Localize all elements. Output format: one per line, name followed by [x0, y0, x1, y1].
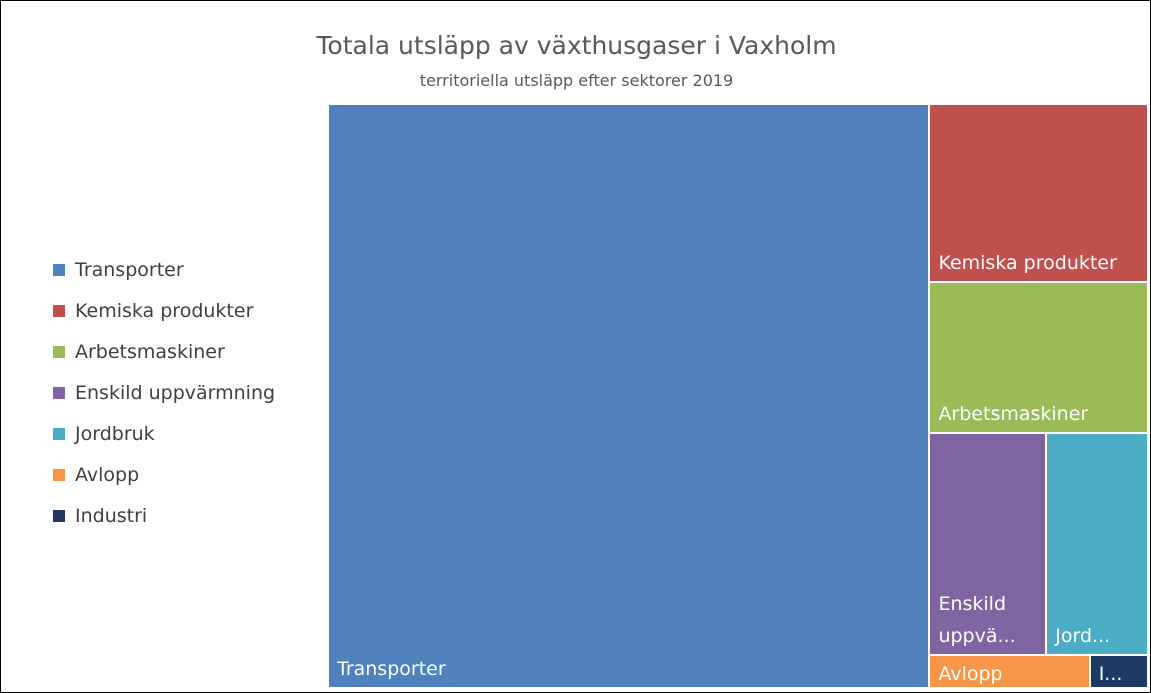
- legend-swatch: [53, 428, 65, 440]
- tile: Arbetsmaskiner: [930, 282, 1147, 433]
- chart-title: Totala utsläpp av växthusgaser i Vaxholm: [316, 31, 837, 60]
- tile: Jord...: [1047, 434, 1147, 655]
- legend-swatch: [53, 469, 65, 481]
- tile-label: Enskild uppvä...: [938, 593, 1016, 648]
- tile: Enskild uppvä...: [930, 434, 1046, 655]
- chart-subtitle: territoriella utsläpp efter sektorer 201…: [419, 71, 734, 90]
- legend-label: Arbetsmaskiner: [75, 341, 225, 363]
- tile-label: Transporter: [337, 658, 446, 680]
- legend-item: Avlopp: [53, 464, 139, 486]
- legend-swatch: [53, 305, 65, 317]
- tile-label: Kemiska produkter: [938, 251, 1117, 274]
- tile-label: Avlopp: [938, 662, 1003, 685]
- legend-label: Industri: [75, 505, 148, 527]
- legend-item: Industri: [53, 505, 147, 527]
- tile-label: Jord...: [1055, 625, 1111, 648]
- legend-swatch: [53, 346, 65, 358]
- legend-swatch: [53, 264, 65, 276]
- legend-item: Arbetsmaskiner: [53, 341, 225, 363]
- legend-label: Kemiska produkter: [75, 300, 254, 322]
- tile-label: Arbetsmaskiner: [938, 403, 1089, 426]
- legend-item: Kemiska produkter: [53, 300, 253, 322]
- legend-swatch: [53, 387, 65, 399]
- legend-swatch: [53, 510, 65, 522]
- legend-label: Enskild uppvärmning: [75, 382, 276, 404]
- tile: Transporter: [329, 105, 929, 687]
- legend-label: Transporter: [75, 259, 184, 281]
- legend-label: Jordbruk: [75, 423, 155, 445]
- legend-item: Transporter: [53, 259, 184, 281]
- legend-item: Enskild uppvärmning: [53, 382, 275, 404]
- legend-label: Avlopp: [75, 464, 140, 486]
- tile: Avlopp: [930, 656, 1089, 687]
- tile: I...: [1090, 656, 1147, 687]
- tile: Kemiska produkter: [930, 105, 1147, 281]
- tile-label: I...: [1098, 662, 1123, 685]
- legend-item: Jordbruk: [53, 423, 155, 445]
